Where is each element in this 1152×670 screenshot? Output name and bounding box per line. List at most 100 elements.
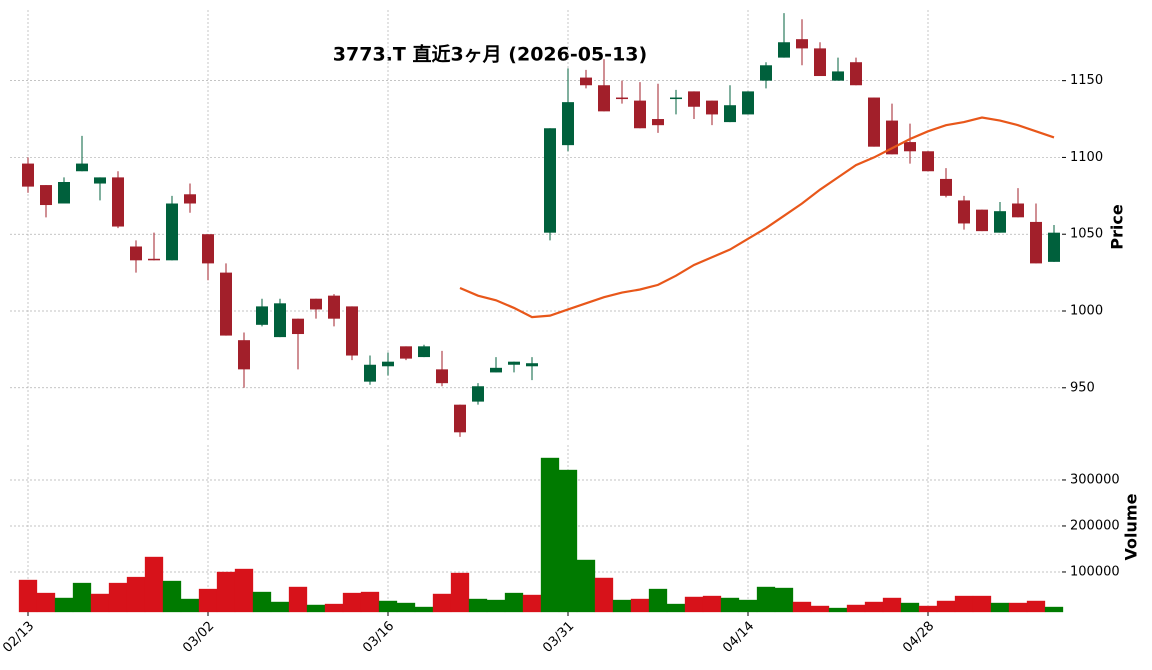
x-tick-label: 04/14 [720,619,757,656]
volume-bar [324,603,344,613]
volume-bar [198,588,218,613]
candle-body [508,361,520,365]
candle-body [220,272,232,336]
candle-body [112,177,124,227]
volume-bar [252,591,272,613]
candle-body [634,100,646,129]
candle-body [994,211,1006,233]
candle-body [490,367,502,373]
candle-body [400,346,412,359]
candle-body [580,77,592,86]
volume-bar [108,582,128,613]
candle-body [382,361,394,367]
candle-body [796,39,808,49]
candle-body [1048,232,1060,262]
candle-body [418,346,430,358]
volume-bar [702,595,722,613]
candle-body [940,178,952,196]
volume-bar [378,600,398,613]
y-tick-label: 1100 [1070,150,1103,165]
volume-bar [720,597,740,613]
volume-bar [36,592,56,613]
x-tick-label: 03/31 [540,619,577,656]
volume-bar [360,591,380,613]
volume-bar [504,592,524,613]
candle-body [598,85,610,112]
x-tick-label: 03/16 [360,619,397,656]
volume-axis-label: Volume [1122,493,1141,560]
volume-bar [774,587,794,613]
candle-body [202,234,214,264]
volume-bar [918,605,938,613]
volume-bar [972,595,992,613]
volume-bar [630,598,650,613]
x-tick-label: 03/02 [180,619,217,656]
candle-body [562,102,574,146]
candle-body [364,364,376,382]
candle-body [778,42,790,58]
x-tick-label: 04/28 [900,619,937,656]
candle-body [1030,221,1042,264]
candle-body [958,200,970,224]
volume-bar [306,604,326,613]
candle-body [274,303,286,338]
candle-body [760,65,772,81]
volume-bar [162,580,182,613]
candle-body [652,119,664,126]
volume-bar [828,607,848,613]
candle-body [706,100,718,115]
chart-title: 3773.T 直近3ヶ月 (2026-05-13) [333,43,647,66]
candle-body [1012,203,1024,218]
candle-body [724,105,736,123]
candle-body [868,97,880,147]
volume-bar [936,600,956,613]
candle-body [454,404,466,433]
volume-bar [486,599,506,613]
y-tick-label: 950 [1070,380,1095,395]
candle-body [148,258,160,261]
candle-body [76,163,88,172]
volume-bar [792,601,812,613]
volume-bar [270,601,290,613]
volume-bar [810,605,830,613]
volume-bar [846,604,866,613]
candle-body [238,340,250,370]
volume-bar [612,599,632,613]
y-axis-label: Price [1108,204,1127,250]
candle-body [832,71,844,81]
candle-body [328,295,340,319]
volume-bar [414,606,434,613]
volume-bar [648,588,668,613]
volume-bar [72,582,92,613]
volume-bar [954,595,974,613]
volume-bar [216,571,236,613]
candle-body [922,151,934,172]
volume-bar [756,586,776,613]
candle-body [22,163,34,187]
volume-bar [126,576,146,613]
moving-average [459,116,1055,319]
candle-body [742,91,754,115]
candle-body [346,306,358,356]
volume-bar [468,598,488,613]
volume-bar [234,568,254,613]
volume-bar [540,457,560,613]
y-tick-label: 1050 [1070,227,1103,242]
volume-bar [18,579,38,613]
volume-bar [882,597,902,613]
volume-bar [1026,600,1046,613]
candle-body [40,185,52,206]
candle-body [166,203,178,261]
candle-body [292,318,304,335]
candle-body [616,97,628,100]
volume-bar [990,602,1010,613]
candle-body [688,91,700,107]
candle-body [184,194,196,204]
volume-bar [738,599,758,613]
volume-bar [558,469,578,613]
volume-bar [144,556,164,613]
candle-body [544,128,556,233]
candle-body [256,306,268,325]
volume-bar [684,596,704,613]
